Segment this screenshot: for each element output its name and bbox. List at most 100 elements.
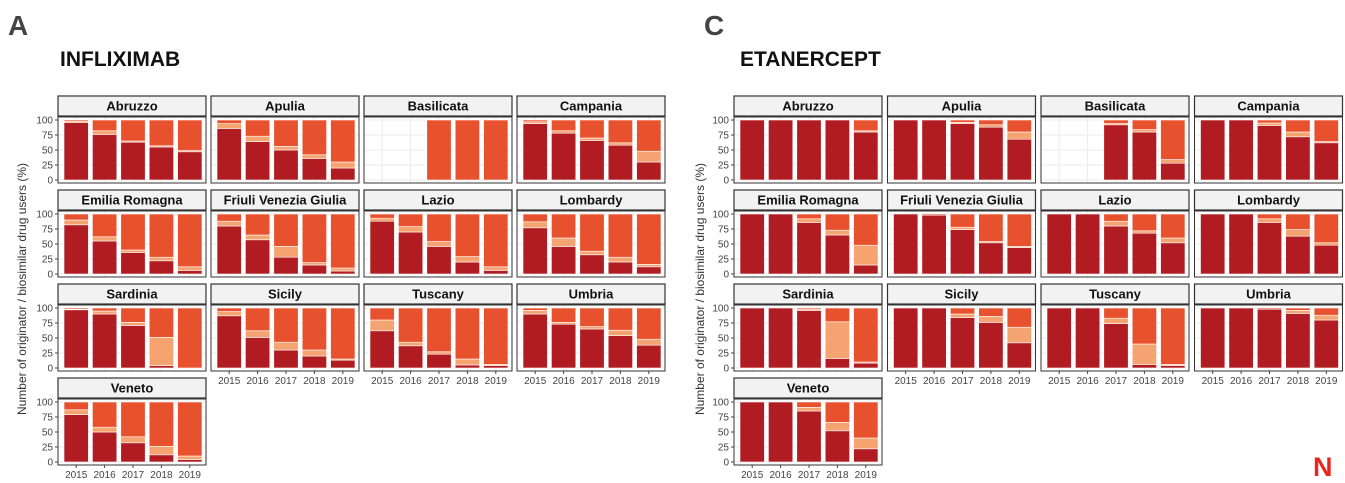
facet-strip-label: Umbria (569, 287, 615, 302)
bar-originator-2015 (63, 309, 89, 369)
plot-border (887, 116, 1036, 184)
x-tick-label: 2017 (798, 470, 821, 481)
bar-originator-2017 (120, 325, 146, 369)
bar-biosimilar_1-2018 (454, 256, 480, 263)
bar-biosimilar_2-2017 (1103, 119, 1129, 124)
bar-originator-2017 (426, 353, 452, 369)
x-tick-label: 2016 (1230, 376, 1253, 387)
y-tick-label: 100 (712, 304, 729, 315)
bar-biosimilar_2-2017 (949, 307, 975, 315)
bar-biosimilar_1-2015 (522, 310, 548, 315)
bar-originator-2019 (1160, 242, 1186, 275)
bar-originator-2018 (607, 261, 633, 275)
bar-biosimilar_1-2016 (245, 135, 271, 142)
bar-biosimilar_2-2018 (301, 307, 327, 351)
facet-strip (1193, 95, 1344, 117)
y-tick-label: 25 (718, 161, 730, 172)
bar-biosimilar_2-2018 (978, 213, 1004, 242)
facet-abruzzo: Abruzzo 0 25 50 75 100 (712, 95, 883, 187)
bar-biosimilar_2-2018 (607, 307, 633, 331)
bar-biosimilar_2-2018 (978, 307, 1004, 317)
plot-border (210, 304, 360, 372)
panel-title-infliximab: INFLIXIMAB (60, 48, 181, 71)
bar-originator-2019 (177, 270, 203, 275)
bar-originator-2017 (796, 310, 822, 369)
facet-veneto: Veneto 0 25 50 75 100 2015 2016 2017 2018 2019 (712, 377, 883, 481)
bar-biosimilar_1-2017 (579, 326, 605, 330)
bar-biosimilar_2-2019 (483, 119, 509, 181)
bar-biosimilar_2-2018 (454, 213, 480, 257)
x-tick-label: 2017 (1105, 376, 1128, 387)
x-tick-label: 2018 (303, 376, 326, 387)
facet-strip-label: Abruzzo (106, 99, 157, 114)
facet-friuli-venezia-giulia: Friuli Venezia Giulia (886, 189, 1037, 278)
bar-originator-2018 (1285, 313, 1311, 369)
bar-biosimilar_1-2019 (1313, 242, 1339, 246)
bar-originator-2015 (1046, 213, 1072, 275)
bar-biosimilar_2-2017 (426, 307, 452, 353)
bar-originator-2016 (921, 119, 947, 181)
facet-strip-label: Lazio (1098, 193, 1131, 208)
bar-biosimilar_1-2018 (607, 329, 633, 336)
bar-biosimilar_1-2018 (1131, 343, 1157, 365)
facet-strip-label: Emilia Romagna (81, 193, 183, 208)
bar-originator-2019 (483, 270, 509, 275)
facet-strip (733, 377, 883, 399)
x-tick-label: 2018 (826, 470, 849, 481)
bar-originator-2016 (398, 345, 424, 369)
facet-strip-label: Sicily (945, 287, 980, 302)
bar-originator-2017 (579, 328, 605, 369)
bar-biosimilar_2-2017 (1257, 119, 1283, 124)
bar-biosimilar_2-2017 (579, 213, 605, 252)
bar-biosimilar_1-2016 (398, 341, 424, 347)
bar-originator-2016 (245, 239, 271, 275)
bar-originator-2018 (148, 146, 174, 181)
facet-tuscany: Tuscany 2015 2016 2017 2018 2019 (363, 283, 513, 387)
bar-biosimilar_1-2016 (92, 236, 118, 242)
bar-biosimilar_1-2017 (796, 407, 822, 412)
bar-biosimilar_1-2016 (245, 234, 271, 241)
bar-biosimilar_1-2015 (63, 409, 89, 415)
x-tick-label: 2019 (332, 376, 355, 387)
y-tick-label: 100 (712, 116, 729, 127)
bar-originator-2016 (921, 307, 947, 369)
bar-biosimilar_1-2018 (978, 316, 1004, 323)
bar-originator-2019 (636, 344, 662, 369)
x-tick-label: 2017 (122, 470, 145, 481)
y-tick-label: 25 (42, 349, 54, 360)
bar-biosimilar_2-2019 (177, 213, 203, 268)
bar-originator-2015 (216, 128, 242, 181)
x-tick-label: 2015 (741, 470, 764, 481)
bar-biosimilar_1-2018 (148, 337, 174, 366)
bar-biosimilar_2-2017 (120, 307, 146, 323)
bar-biosimilar_2-2015 (216, 119, 242, 124)
bar-biosimilar_2-2018 (148, 119, 174, 147)
bar-biosimilar_2-2015 (522, 307, 548, 311)
bar-originator-2019 (483, 365, 509, 369)
x-tick-label: 2018 (609, 376, 632, 387)
y-tick-label: 0 (47, 364, 53, 375)
bar-biosimilar_2-2019 (177, 401, 203, 457)
bar-originator-2017 (949, 229, 975, 275)
bar-biosimilar_1-2017 (120, 249, 146, 253)
bar-biosimilar_1-2016 (92, 310, 118, 315)
bar-biosimilar_2-2015 (63, 401, 89, 411)
bar-biosimilar_1-2019 (853, 437, 879, 450)
bar-biosimilar_2-2016 (551, 119, 577, 132)
bar-biosimilar_2-2019 (1313, 213, 1339, 244)
x-tick-label: 2019 (1315, 376, 1338, 387)
bar-originator-2015 (893, 119, 919, 181)
bar-biosimilar_1-2019 (483, 266, 509, 271)
y-tick-label: 75 (718, 225, 730, 236)
bar-originator-2016 (398, 231, 424, 275)
panel-letter-a: A (8, 10, 29, 41)
bar-biosimilar_1-2019 (1006, 131, 1032, 140)
y-tick-label: 0 (47, 270, 53, 281)
facet-lombardy: Lombardy (1193, 189, 1344, 278)
bar-originator-2016 (92, 431, 118, 463)
bar-biosimilar_1-2015 (522, 221, 548, 229)
bar-originator-2019 (636, 161, 662, 181)
plot-border (363, 210, 513, 278)
facet-lazio: Lazio (363, 189, 513, 278)
bar-biosimilar_1-2017 (579, 250, 605, 256)
